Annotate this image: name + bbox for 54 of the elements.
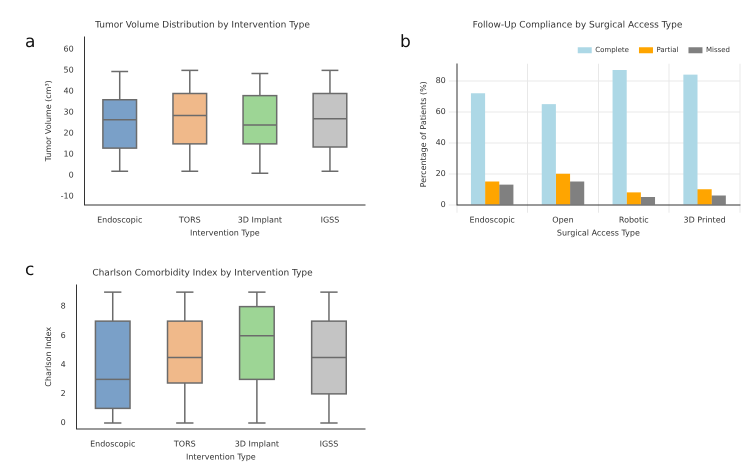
x-tick-label: TORS [172,440,196,449]
x-tick-label: 3D Implant [234,440,280,449]
y-tick-label: 6 [60,330,66,340]
y-tick-label: 80 [436,76,446,85]
y-tick-label: 20 [436,168,446,178]
chart-title: Follow-Up Compliance by Surgical Access Type [472,20,683,31]
y-tick-label: -10 [60,191,74,200]
x-tick-label: Endoscopic [97,216,142,225]
x-tick-label: Robotic [618,216,649,225]
text: b [400,32,411,52]
chart-title: Charlson Comorbidity Index by Intervention Type [92,268,314,279]
x-axis-title: Intervention Type [186,452,256,462]
bar [712,196,726,204]
bar [683,74,698,204]
y-tick-label: 40 [63,86,74,96]
y-tick-label: 4 [60,360,66,369]
y-tick-label: 40 [436,138,446,147]
y-tick-label: 0 [60,418,66,428]
bar [556,174,570,204]
bar [499,184,514,204]
y-tick-label: 50 [63,65,74,74]
x-tick-label: IGSS [320,440,338,449]
x-tick-label: Endoscopic [90,440,136,449]
y-tick-label: 0 [68,170,74,180]
x-tick-label: 3D Implant [238,216,282,225]
x-tick-label: IGSS [320,216,340,225]
x-tick-label: 3D Printed [683,216,726,225]
chart-title: Tumor Volume Distribution by Intervention Type [94,20,310,31]
y-axis-title: Charlson Index [44,326,53,387]
y-tick-label: 10 [63,149,74,158]
bar [698,189,712,204]
y-tick-label: 20 [63,128,74,138]
bar [570,182,584,204]
bar [626,192,641,204]
y-tick-label: 0 [440,200,446,209]
text: a [25,32,36,52]
text: c [25,260,34,280]
bar [485,182,500,204]
bar [542,104,556,204]
y-tick-label: 30 [63,107,74,116]
y-tick-label: 60 [436,106,446,116]
bar [470,93,486,204]
y-axis-title: Percentage of Patients (%) [418,81,428,188]
x-tick-label: Endoscopic [470,216,515,225]
x-tick-label: TORS [178,216,201,225]
x-tick-label: Open [552,216,574,225]
bar [640,197,656,204]
y-tick-label: 60 [63,44,74,54]
y-tick-label: 8 [60,302,66,311]
y-tick-label: 2 [60,388,66,398]
x-axis-title: Intervention Type [190,228,260,238]
y-axis-title: Tumor Volume (cm³) [44,80,53,162]
bar [612,70,627,204]
x-axis-title: Surgical Access Type [556,228,640,238]
